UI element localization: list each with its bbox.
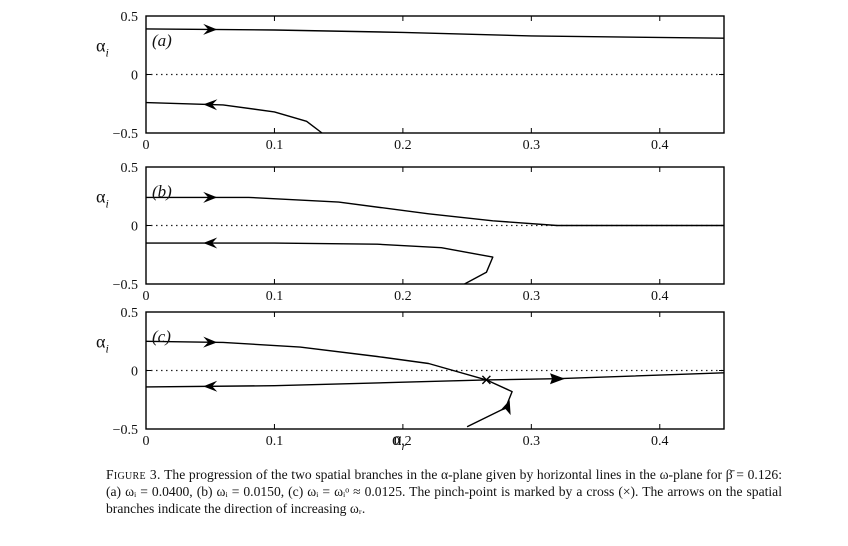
figure-caption: Figure 3. The progression of the two spa…: [106, 466, 782, 517]
branch-2: [145, 372, 725, 388]
x-axis-label: αr: [392, 429, 406, 453]
y-tick-label: −0.5: [113, 278, 138, 293]
x-tick-label: 0.2: [394, 138, 412, 153]
y-tick-label: 0.5: [121, 161, 139, 176]
y-tick-label: 0: [131, 365, 138, 380]
direction-arrow: [203, 23, 218, 35]
x-tick-label: 0: [143, 434, 150, 449]
x-tick-label: 0.4: [651, 289, 669, 304]
caption-paragraph: Figure 3. The progression of the two spa…: [106, 466, 782, 517]
panel-c: 0 0.1 0.2 0.3 0.4 0.5 0 −0.5 αi (c): [96, 306, 725, 449]
y-axis-label: αi: [96, 186, 109, 210]
branch-2: [145, 101, 323, 134]
x-tick-label: 0: [143, 289, 150, 304]
x-tick-label: 0.2: [394, 434, 412, 449]
panel-label: (c): [152, 327, 171, 346]
x-tick-label: 0.4: [651, 138, 669, 153]
y-axis-label-sub: i: [105, 341, 108, 355]
y-axis-label: αi: [96, 35, 109, 59]
panel-b: 0 0.1 0.2 0.3 0.4 0.5 0 −0.5 αi (b): [96, 161, 725, 304]
y-tick-label: 0: [131, 69, 138, 84]
y-tick-label: −0.5: [113, 127, 138, 142]
y-tick-label: 0.5: [121, 10, 139, 25]
x-tick-label: 0: [143, 138, 150, 153]
y-tick-label: −0.5: [113, 423, 138, 438]
branch-2: [146, 242, 494, 285]
panel-a: 0 0.1 0.2 0.3 0.4 0.5 0 −0.5 αi (a): [96, 10, 725, 153]
y-tick-label: 0: [131, 220, 138, 235]
x-axis-label-sub: r: [401, 439, 406, 453]
y-axis-label: αi: [96, 331, 109, 355]
direction-arrow: [203, 99, 218, 111]
x-tick-label: 0.1: [266, 434, 284, 449]
direction-arrow: [203, 191, 218, 203]
x-tick-label: 0.4: [651, 434, 669, 449]
x-tick-label: 0.1: [266, 138, 284, 153]
direction-arrow: [499, 400, 511, 416]
x-tick-label: 0.3: [523, 434, 541, 449]
caption-label: Figure 3.: [106, 467, 161, 482]
direction-arrow: [203, 336, 218, 348]
y-axis-label-sub: i: [105, 45, 108, 59]
caption-text: The progression of the two spatial branc…: [106, 467, 782, 516]
x-tick-label: 0.1: [266, 289, 284, 304]
y-tick-label: 0.5: [121, 306, 139, 321]
panel-label: (b): [152, 182, 172, 201]
branch-1: [146, 196, 724, 227]
direction-arrow: [550, 373, 566, 385]
direction-arrow: [203, 237, 218, 249]
y-axis-label-sub: i: [105, 196, 108, 210]
x-tick-label: 0.3: [523, 289, 541, 304]
pinch-point-cross: [481, 375, 491, 385]
x-tick-label: 0.2: [394, 289, 412, 304]
direction-arrow: [203, 380, 218, 392]
figure-3: 0 0.1 0.2 0.3 0.40.50−0.5αi(a)0 0.1 0.2 0.3 0.40…: [96, 10, 725, 453]
x-tick-label: 0.3: [523, 138, 541, 153]
panel-label: (a): [152, 31, 172, 50]
branch-1: [145, 28, 725, 39]
